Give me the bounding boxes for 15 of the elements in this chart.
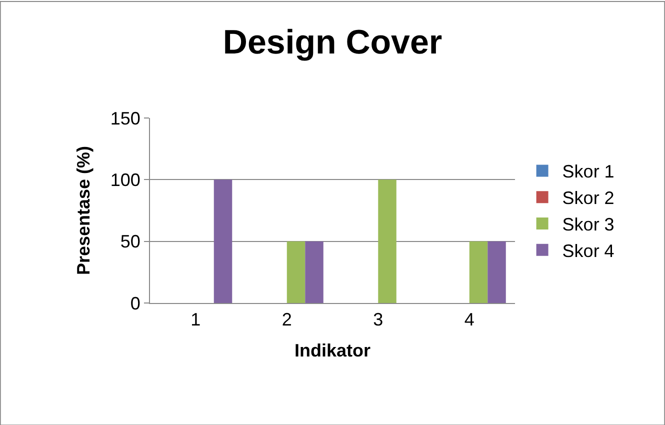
y-axis-title: Presentase (%) [74, 146, 94, 276]
y-tick-label: 100 [110, 170, 140, 190]
legend-label: Skor 3 [562, 214, 614, 235]
legend-label: Skor 1 [562, 162, 614, 182]
legend-label: Skor 2 [562, 188, 614, 208]
y-tick-label: 150 [110, 108, 140, 128]
x-tick-label: 2 [282, 310, 292, 330]
x-tick-label: 3 [373, 310, 384, 330]
legend-label: Skor 4 [562, 240, 614, 261]
x-tick-label: 4 [464, 310, 474, 330]
y-tick-label: 0 [130, 293, 140, 314]
x-tick-label: 1 [190, 310, 201, 330]
x-axis-title: Indikator [294, 340, 371, 361]
y-tick-label: 50 [120, 232, 140, 252]
chart-title: Design Cover [222, 24, 442, 62]
